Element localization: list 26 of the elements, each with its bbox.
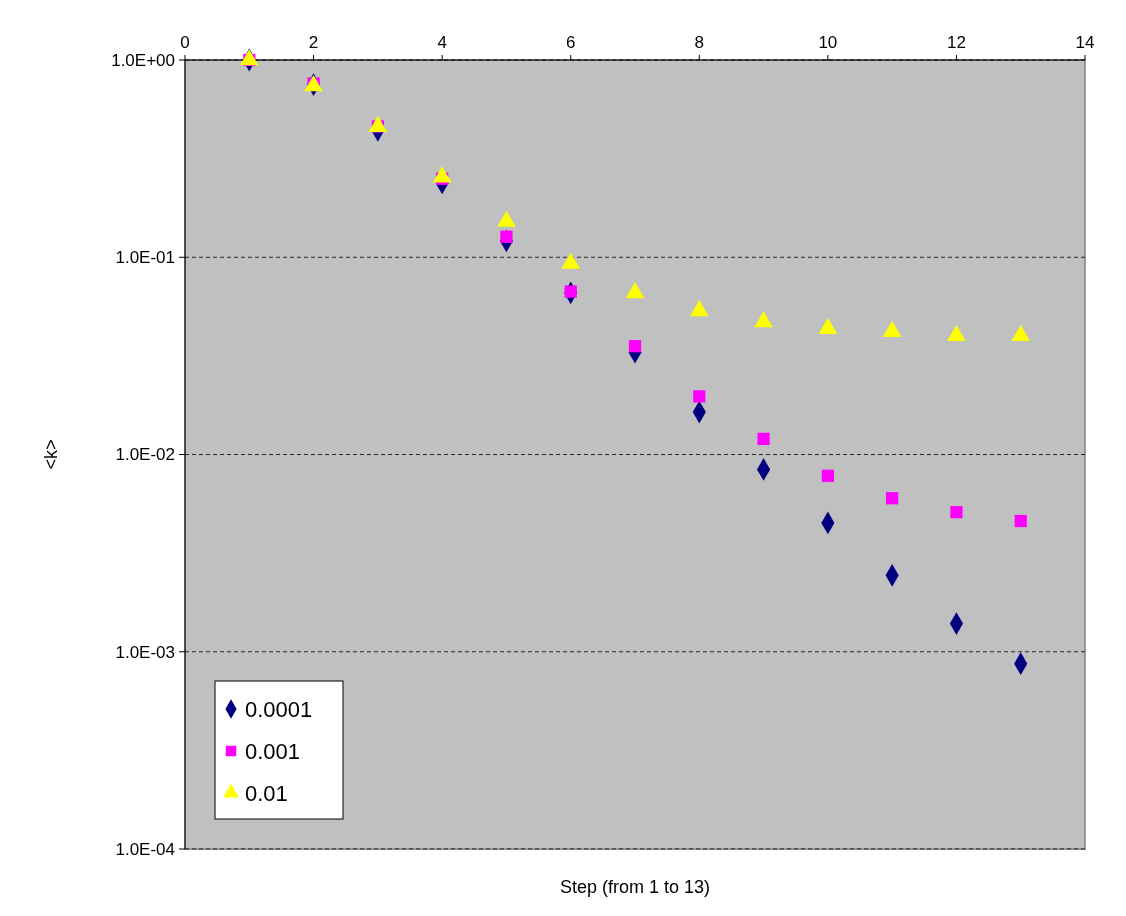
x-tick-label: 8	[694, 33, 705, 52]
point	[628, 340, 642, 353]
point	[950, 506, 963, 519]
x-tick-label: 12	[946, 33, 966, 52]
x-tick-label: 4	[437, 33, 447, 52]
x-tick-label: 14	[1075, 33, 1095, 52]
legend-label: 0.01	[245, 780, 288, 806]
point	[821, 469, 834, 482]
y-tick-label: 1.0E-03	[115, 642, 175, 662]
x-tick-label: 6	[565, 33, 576, 52]
y-tick-label: 1.0E+00	[111, 50, 175, 70]
x-tick-label: 2	[308, 33, 319, 52]
x-tick-label: 10	[818, 33, 838, 52]
x-tick-label: 0	[180, 33, 190, 52]
y-tick-label: 1.0E-02	[115, 445, 175, 465]
point	[693, 390, 706, 403]
y-axis-title: <k>	[41, 439, 61, 470]
legend-label: 0.001	[245, 738, 301, 764]
legend-label: 0.0001	[245, 696, 313, 722]
y-tick-label: 1.0E-04	[115, 839, 175, 859]
point	[1014, 514, 1027, 528]
point	[886, 492, 899, 505]
y-tick-label: 1.0E-01	[115, 248, 175, 268]
point	[757, 432, 770, 445]
x-axis-title: Step (from 1 to 13)	[559, 877, 711, 897]
point	[500, 230, 513, 243]
